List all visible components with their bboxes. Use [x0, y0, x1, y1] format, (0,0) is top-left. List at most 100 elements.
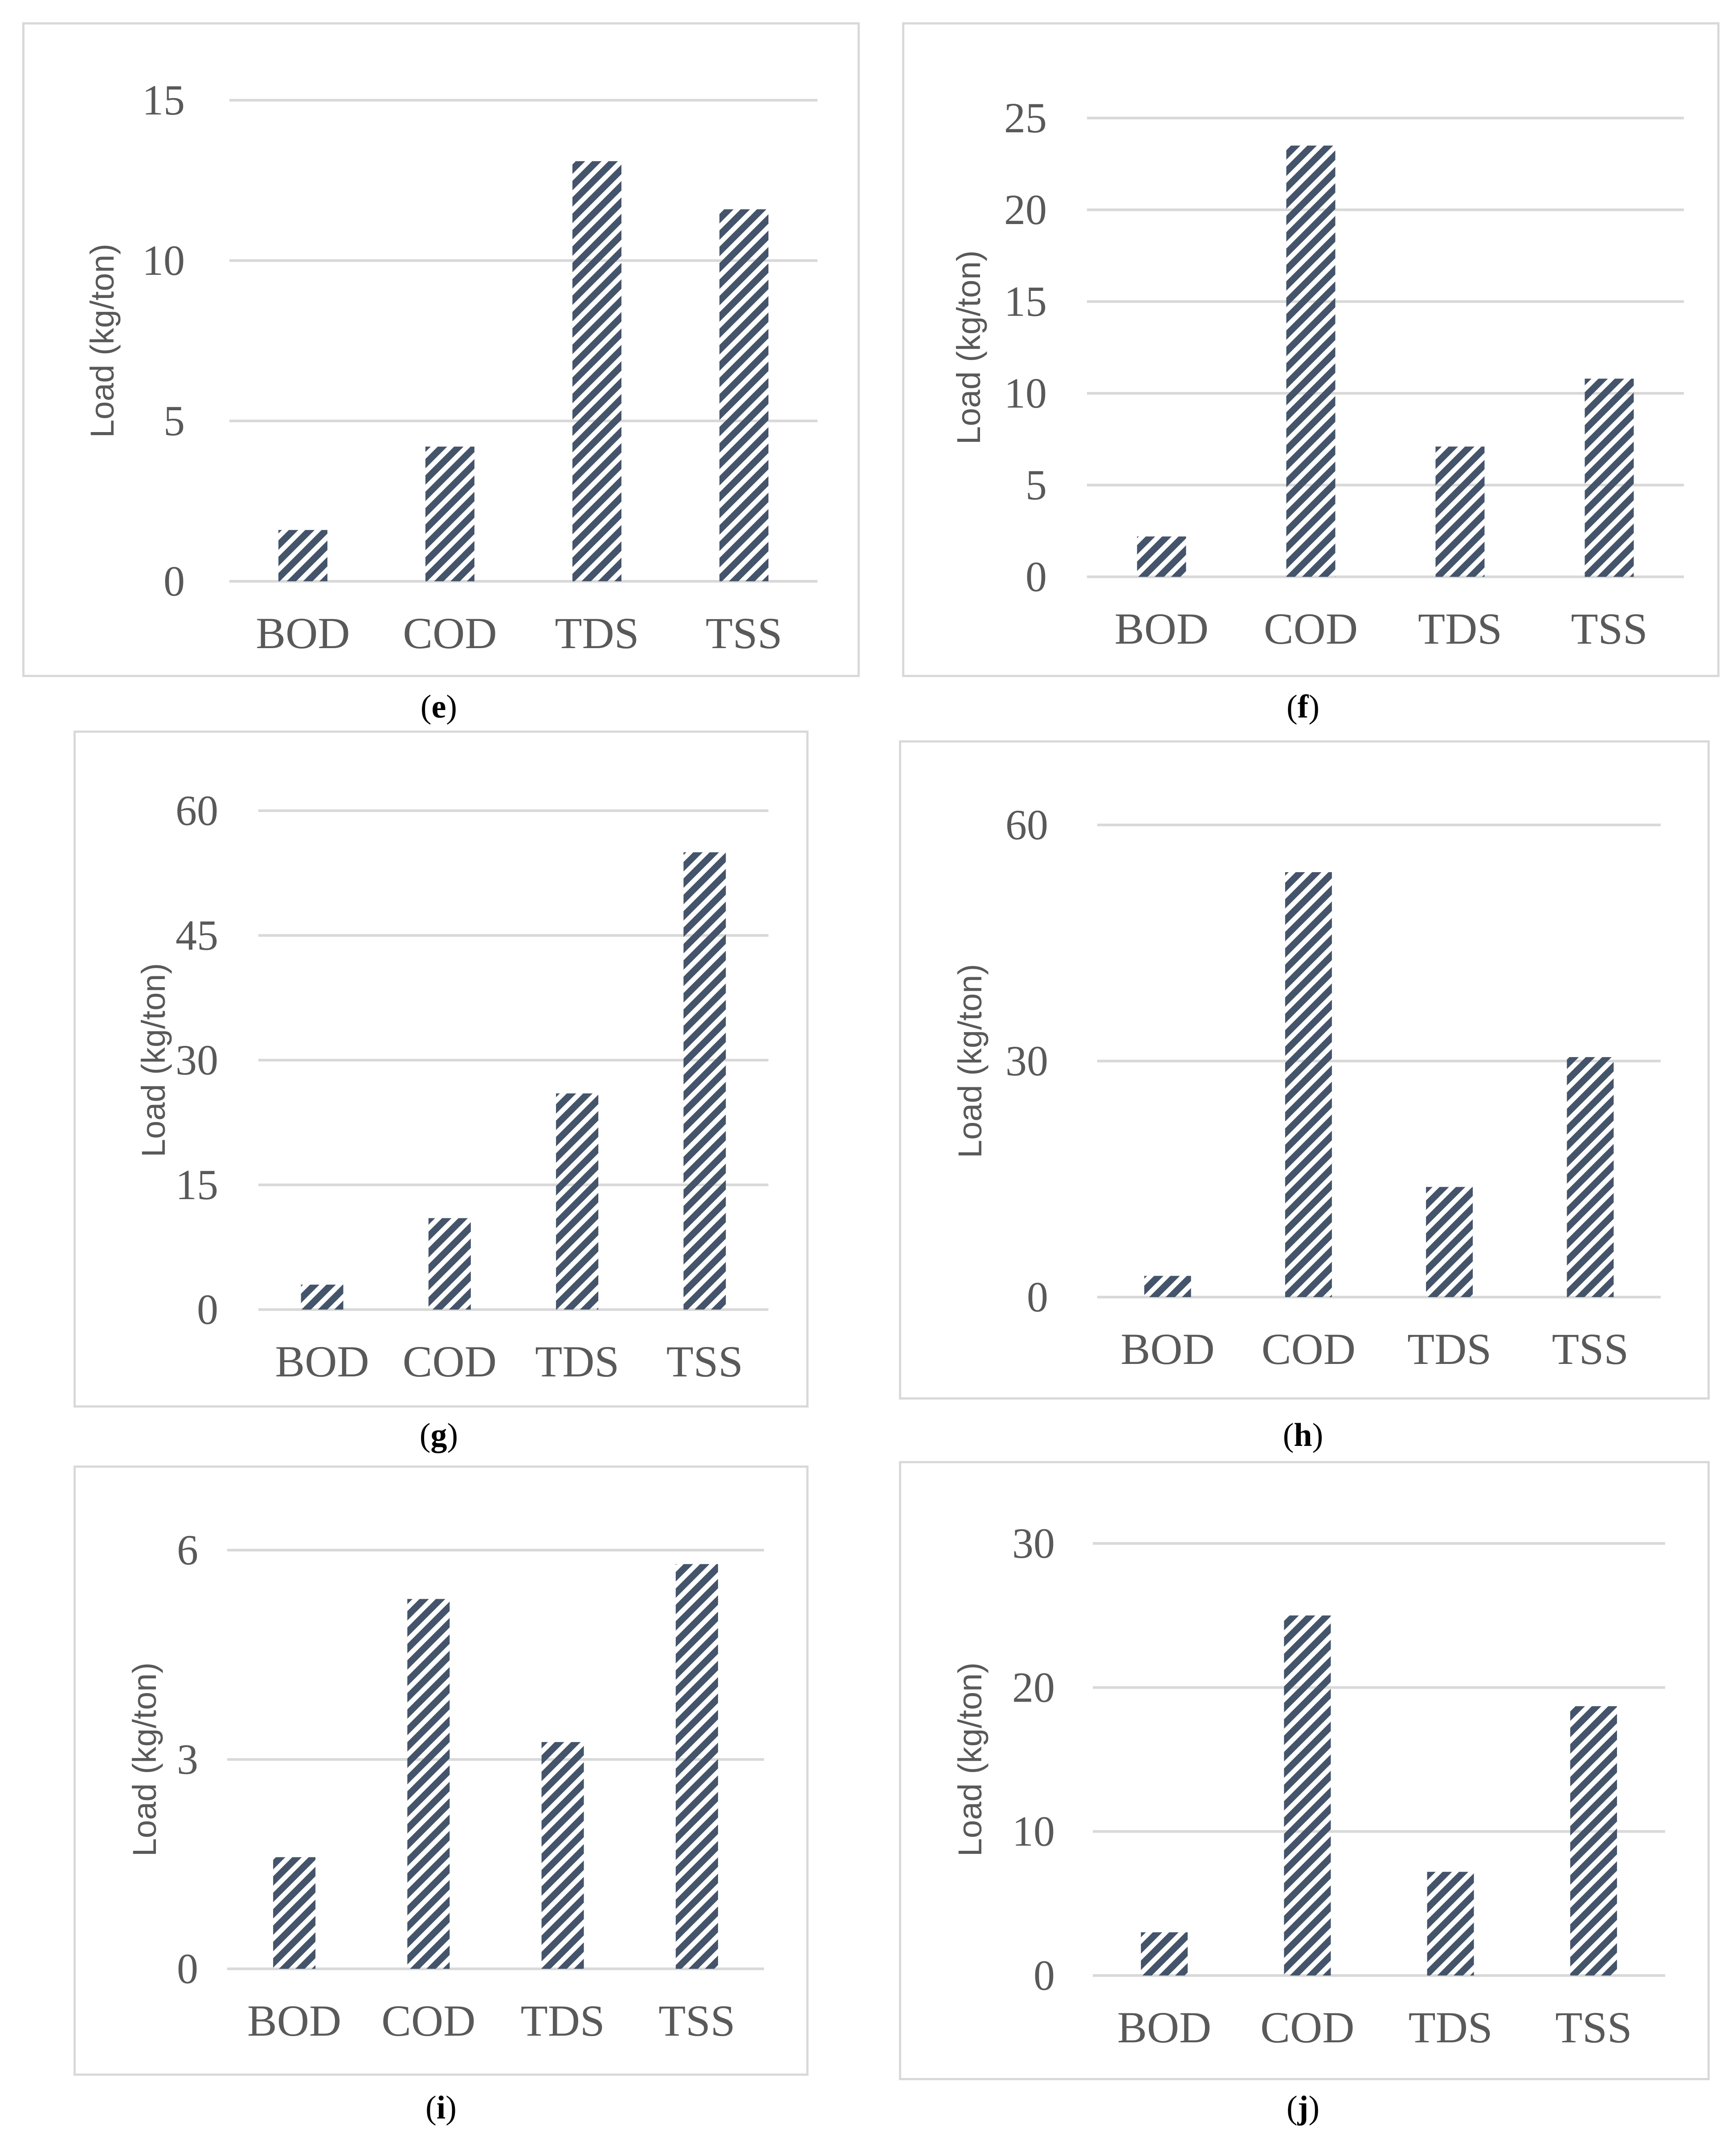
bar-tss — [675, 1564, 718, 1969]
caption-f-letter: f — [1297, 689, 1309, 725]
x-category-label: TDS — [1407, 1324, 1491, 1374]
y-tick-label: 10 — [1012, 1808, 1055, 1855]
x-category-label: TSS — [666, 1337, 743, 1386]
y-axis-label: Load (kg/ton) — [126, 1662, 163, 1857]
bar-cod — [1285, 872, 1332, 1297]
chart-panel-f: 0 5 10 15 20 25 BOD COD TDS TSS Load (kg/ton) — [902, 22, 1720, 677]
y-tick-label: 20 — [1012, 1663, 1055, 1711]
y-tick-label: 30 — [176, 1036, 218, 1084]
y-axis-label: Load (kg/ton) — [84, 244, 121, 438]
y-tick-label: 20 — [1004, 186, 1047, 233]
caption-g-letter: g — [430, 1417, 447, 1453]
y-tick-label: 10 — [1004, 369, 1047, 417]
y-tick-label: 6 — [177, 1526, 198, 1574]
bar-tds — [572, 161, 621, 581]
x-category-label: COD — [1264, 604, 1358, 653]
y-axis-label: Load (kg/ton) — [952, 1662, 988, 1857]
x-category-label: TDS — [521, 1996, 605, 2045]
chart-h-svg: 0 30 60 BOD COD TDS TSS Load (kg/ton) — [952, 801, 1661, 1374]
bar-cod — [407, 1599, 450, 1969]
y-tick-label: 0 — [197, 1286, 218, 1333]
chart-e-svg: 0 5 10 15 BOD COD TDS TSS Load (kg/ton) — [84, 76, 817, 658]
bar-bod — [1141, 1932, 1188, 1976]
x-category-label: BOD — [256, 608, 350, 658]
x-category-label: COD — [403, 608, 497, 658]
bar-bod — [278, 530, 327, 581]
x-category-label: BOD — [1117, 2003, 1211, 2052]
y-tick-label: 15 — [142, 76, 185, 124]
bar-bod — [273, 1857, 316, 1969]
x-category-label: COD — [1262, 1324, 1356, 1374]
y-tick-label: 25 — [1004, 94, 1047, 142]
x-category-label: TSS — [1571, 604, 1647, 653]
bar-cod — [425, 446, 474, 581]
chart-j-svg: 0 10 20 30 BOD COD TDS TSS Load (kg/ton) — [952, 1519, 1665, 2052]
y-axis-label: Load (kg/ton) — [950, 250, 987, 445]
bar-tds — [1435, 446, 1485, 577]
caption-f: (f) — [1287, 689, 1319, 725]
bar-tss — [1585, 379, 1634, 577]
caption-i-letter: i — [436, 2090, 446, 2126]
bar-tss — [683, 852, 726, 1310]
bar-cod — [1284, 1615, 1331, 1976]
x-category-label: BOD — [275, 1337, 369, 1386]
y-tick-label: 60 — [1005, 801, 1048, 849]
chart-panel-g: 0 15 30 45 60 BOD COD TDS TSS Load (kg/ton) — [74, 731, 809, 1408]
x-category-label: COD — [381, 1996, 475, 2045]
y-tick-label: 5 — [1025, 461, 1047, 509]
chart-panel-e: 0 5 10 15 BOD COD TDS TSS Load (kg/ton) — [22, 22, 860, 677]
bar-tss — [1570, 1706, 1617, 1976]
x-category-label: BOD — [247, 1996, 341, 2045]
bar-tds — [1426, 1187, 1473, 1297]
x-category-label: TDS — [1418, 604, 1502, 653]
chart-panel-j: 0 10 20 30 BOD COD TDS TSS Load (kg/ton) — [899, 1461, 1710, 2080]
bar-cod — [428, 1218, 471, 1310]
caption-h-letter: h — [1294, 1417, 1312, 1453]
x-category-label: TDS — [555, 608, 639, 658]
chart-f-svg: 0 5 10 15 20 25 BOD COD TDS TSS Load (kg/ton) — [950, 94, 1684, 653]
caption-g: (g) — [419, 1417, 458, 1453]
x-category-label: TSS — [658, 1996, 735, 2045]
bar-bod — [1137, 536, 1186, 577]
x-category-label: COD — [1260, 2003, 1354, 2052]
y-tick-label: 10 — [142, 237, 185, 284]
chart-g-svg: 0 15 30 45 60 BOD COD TDS TSS Load (kg/ton) — [135, 787, 768, 1386]
chart-panel-h: 0 30 60 BOD COD TDS TSS Load (kg/ton) — [899, 740, 1710, 1400]
y-tick-label: 0 — [177, 1945, 198, 1992]
bar-bod — [301, 1285, 343, 1310]
bar-tss — [1567, 1057, 1614, 1297]
bar-tss — [719, 209, 768, 581]
y-tick-label: 0 — [1025, 553, 1047, 600]
x-category-label: TSS — [1555, 2003, 1632, 2052]
y-tick-label: 30 — [1005, 1037, 1048, 1085]
x-category-label: TDS — [1409, 2003, 1493, 2052]
y-axis-label: Load (kg/ton) — [135, 963, 172, 1157]
y-axis-label: Load (kg/ton) — [952, 964, 988, 1158]
x-category-label: COD — [403, 1337, 497, 1386]
caption-e: (e) — [420, 689, 457, 725]
x-category-label: BOD — [1121, 1324, 1215, 1374]
caption-i: (i) — [425, 2090, 457, 2126]
x-category-label: BOD — [1115, 604, 1209, 653]
y-tick-label: 60 — [176, 787, 218, 834]
y-tick-label: 3 — [177, 1735, 198, 1783]
bar-tds — [556, 1093, 599, 1310]
y-tick-label: 0 — [1033, 1951, 1055, 1999]
y-tick-label: 5 — [163, 397, 185, 445]
bar-cod — [1286, 145, 1336, 577]
caption-j-letter: j — [1297, 2090, 1309, 2126]
chart-panel-i: 0 3 6 BOD COD TDS TSS Load (kg/ton) — [74, 1465, 809, 2076]
bar-tds — [1427, 1872, 1474, 1976]
y-tick-label: 30 — [1012, 1519, 1055, 1567]
y-tick-label: 0 — [163, 557, 185, 605]
bar-tds — [541, 1742, 584, 1969]
caption-e-letter: e — [431, 689, 446, 725]
y-tick-label: 0 — [1027, 1273, 1048, 1321]
x-category-label: TDS — [535, 1337, 619, 1386]
bar-bod — [1144, 1276, 1191, 1297]
x-category-label: TSS — [706, 608, 782, 658]
y-tick-label: 15 — [176, 1161, 218, 1208]
chart-i-svg: 0 3 6 BOD COD TDS TSS Load (kg/ton) — [126, 1526, 764, 2045]
caption-h: (h) — [1283, 1417, 1323, 1453]
y-tick-label: 15 — [1004, 278, 1047, 325]
